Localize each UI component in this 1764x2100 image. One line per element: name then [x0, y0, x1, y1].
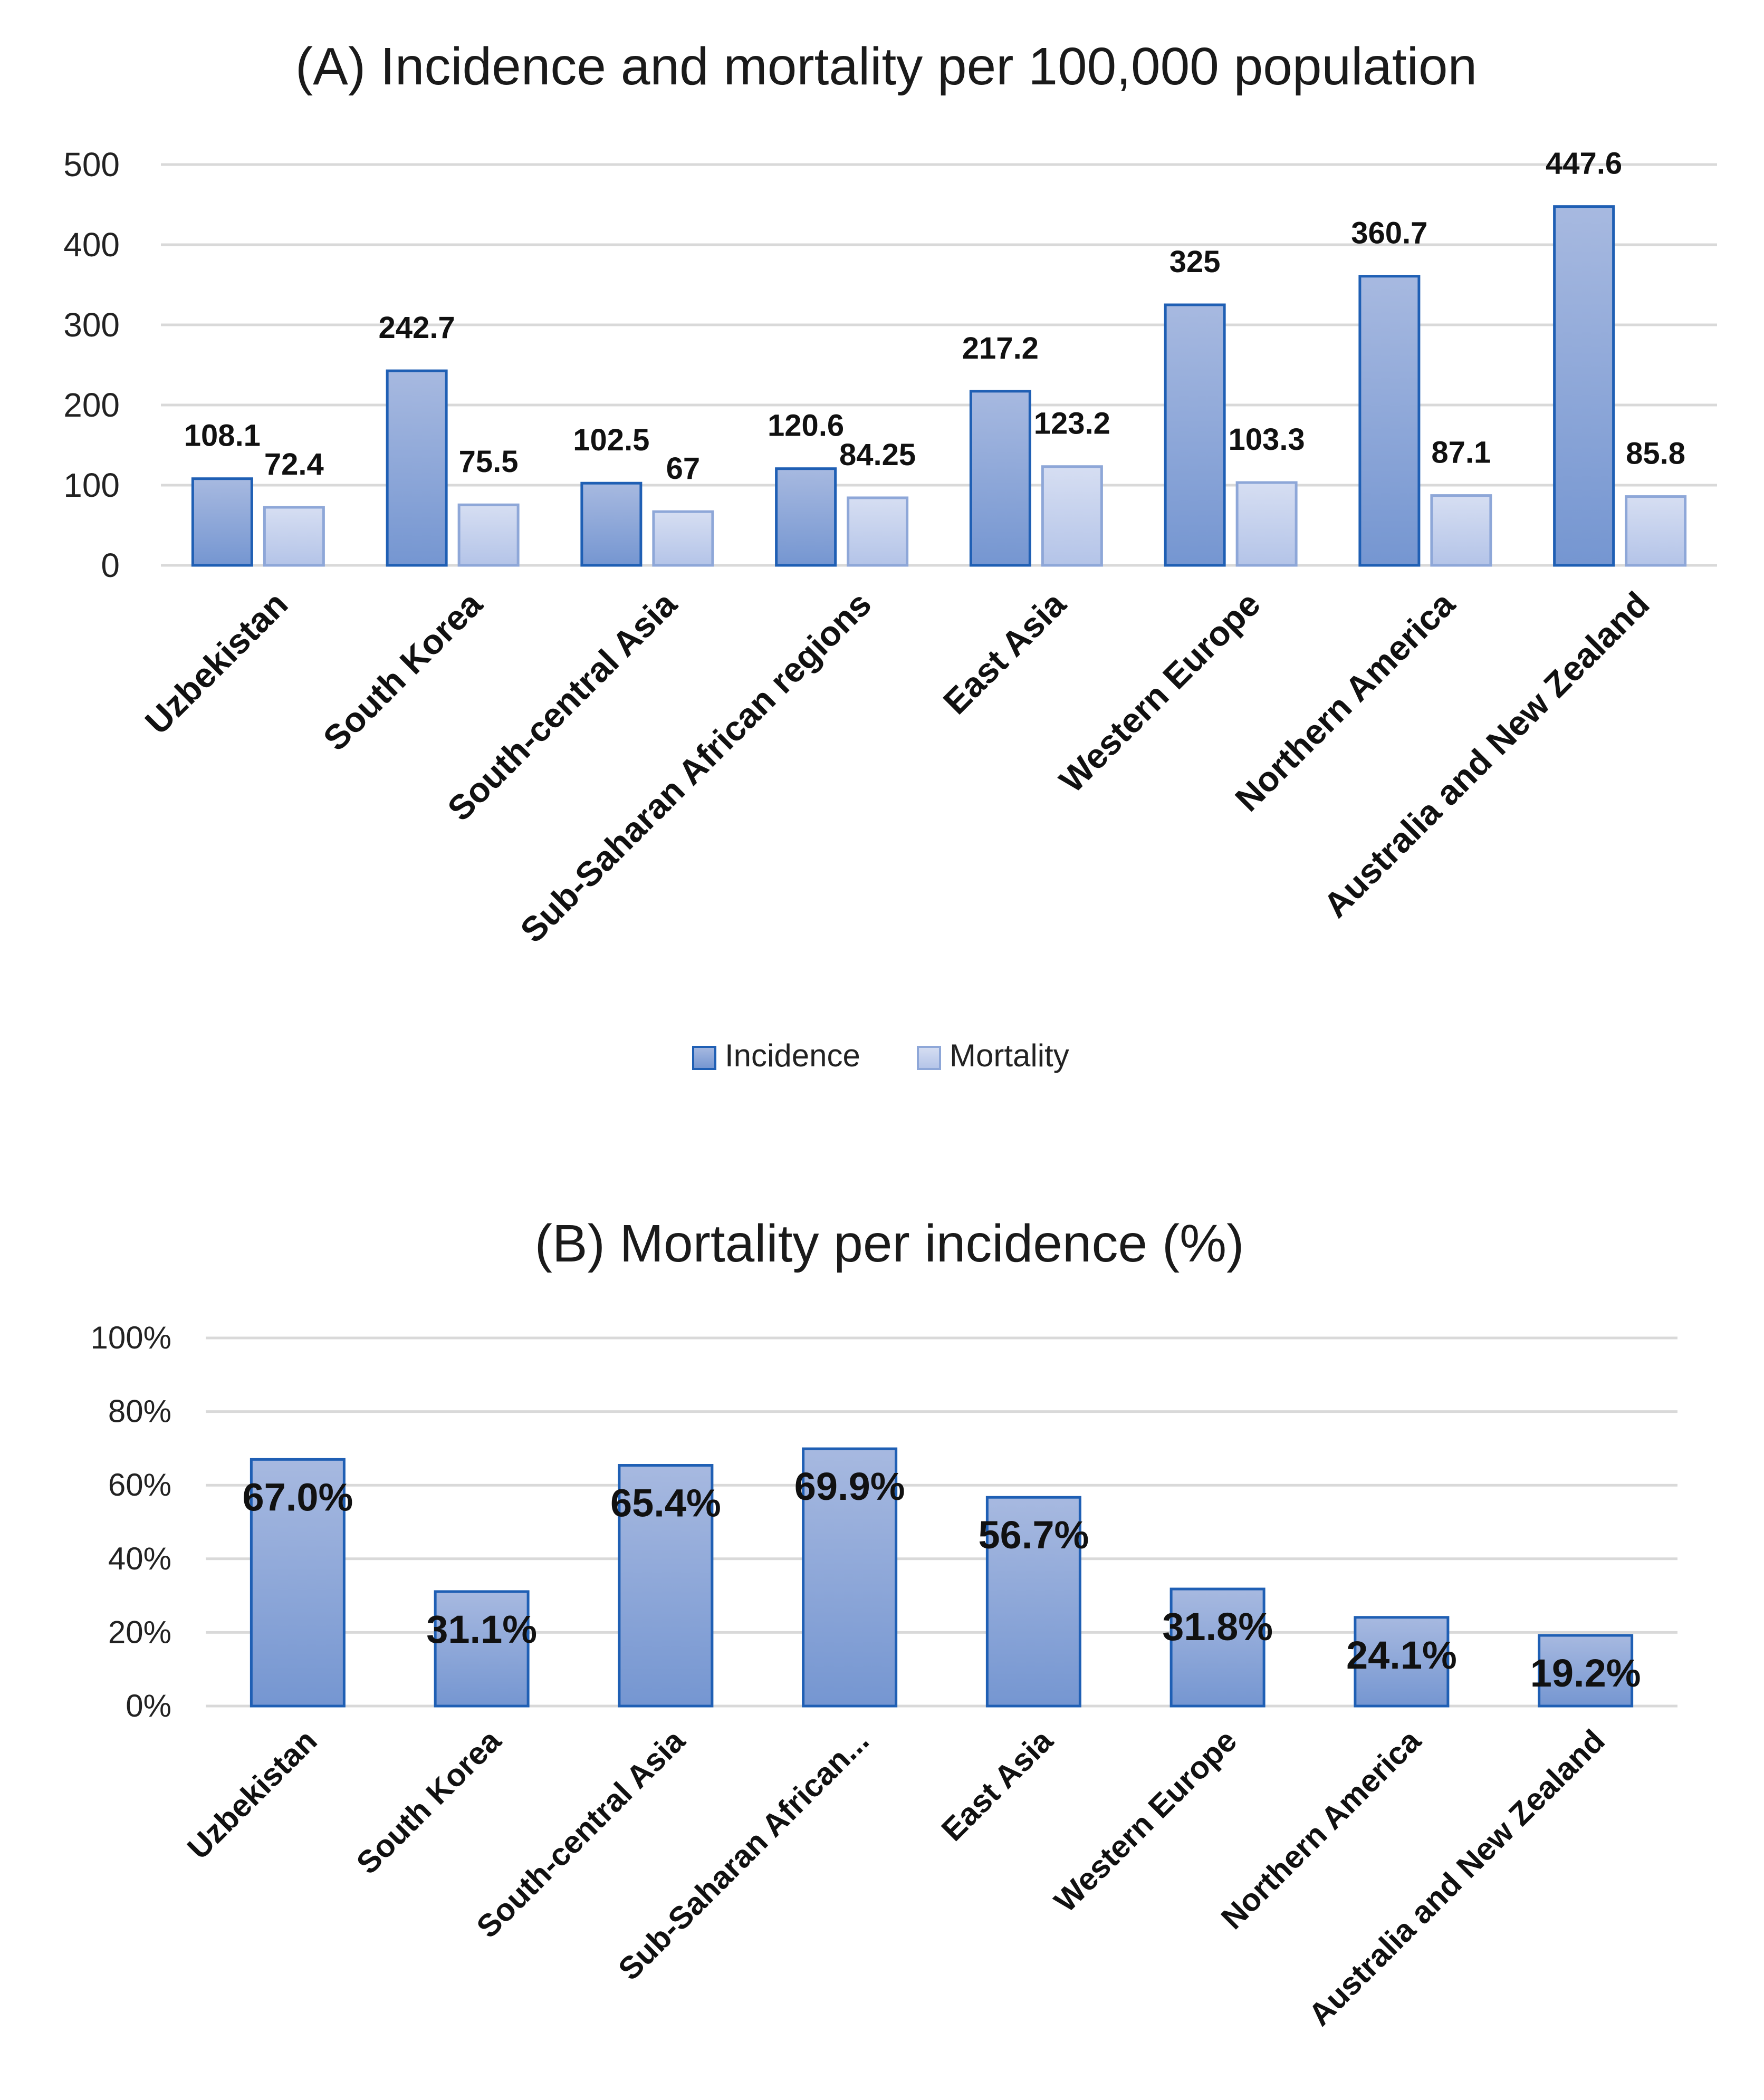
legend-swatch-incidence	[692, 1046, 716, 1070]
data-label-incidence: 325	[1169, 245, 1221, 279]
bar-mortality	[457, 503, 520, 567]
y-tick-label: 0%	[126, 1688, 171, 1723]
chart-a-data-labels: 108.172.4 242.7 75.5 102.5 67 120.684.25 217.2…	[184, 147, 1685, 486]
chart-a-y-axis: 0 100 200 300 400 500	[63, 146, 120, 584]
data-label-incidence: 242.7	[379, 311, 455, 345]
bar-mortality	[263, 506, 325, 567]
bar-mortality-per-incidence	[985, 1496, 1081, 1708]
data-label-mortality: 87.1	[1431, 436, 1491, 470]
data-label: 31.1%	[426, 1607, 537, 1651]
category-label: Northern America	[1214, 1722, 1428, 1936]
y-tick-label: 300	[63, 306, 120, 344]
bar-mortality-per-incidence	[434, 1590, 530, 1708]
y-tick-label: 100%	[91, 1320, 171, 1355]
bar-mortality-per-incidence	[802, 1447, 898, 1708]
category-label: South-central Asia	[469, 1722, 692, 1944]
y-tick-label: 500	[63, 146, 120, 184]
category-label: Western Europe	[1047, 1723, 1243, 1919]
data-label-incidence: 102.5	[573, 423, 649, 457]
y-tick-label: 0	[101, 546, 120, 584]
bar-mortality	[1430, 494, 1492, 567]
y-tick-label: 40%	[108, 1541, 171, 1576]
bar-mortality-per-incidence	[250, 1458, 346, 1708]
legend-label-mortality: Mortality	[950, 1038, 1069, 1073]
legend-label-incidence: Incidence	[725, 1038, 860, 1073]
bar-mortality	[652, 510, 714, 567]
data-label-mortality: 85.8	[1626, 437, 1685, 471]
bar-incidence	[969, 390, 1031, 567]
chart-b-y-axis: 0% 20% 40% 60% 80% 100%	[91, 1320, 171, 1723]
data-label-mortality: 103.3	[1229, 422, 1305, 457]
data-label: 56.7%	[978, 1513, 1089, 1557]
category-label: Sub-Saharan African regions	[513, 584, 879, 950]
data-label-mortality: 67	[666, 451, 701, 486]
data-label: 65.4%	[610, 1481, 721, 1525]
bar-incidence	[580, 481, 643, 567]
category-label: Northern America	[1228, 584, 1463, 819]
category-label: East Asia	[936, 584, 1074, 722]
bar-incidence	[386, 369, 448, 567]
category-label: South Korea	[350, 1722, 508, 1881]
y-tick-label: 100	[63, 466, 120, 504]
data-label-incidence: 447.6	[1546, 147, 1622, 181]
chart-a: (A) Incidence and mortality per 100,000 …	[63, 37, 1717, 1073]
bar-incidence	[1358, 275, 1421, 567]
chart-a-title: (A) Incidence and mortality per 100,000 …	[295, 37, 1477, 96]
bar-mortality	[1625, 495, 1687, 567]
category-label: East Asia	[935, 1722, 1060, 1847]
bar-mortality	[1235, 481, 1298, 567]
chart-b-title: (B) Mortality per incidence (%)	[535, 1214, 1244, 1273]
y-tick-label: 60%	[108, 1467, 171, 1502]
category-label: Uzbekistan	[180, 1723, 323, 1866]
data-label: 24.1%	[1346, 1633, 1457, 1677]
legend-swatch-mortality	[917, 1046, 941, 1070]
chart-a-bars	[191, 205, 1687, 567]
data-label-incidence: 360.7	[1351, 216, 1427, 251]
category-label: Western Europe	[1052, 584, 1268, 800]
category-label: Australia and New Zealand	[1316, 584, 1656, 925]
data-label-mortality: 75.5	[459, 445, 519, 479]
bar-mortality-per-incidence	[1169, 1587, 1266, 1708]
chart-a-legend: Incidence Mortality	[692, 1038, 1069, 1073]
data-label: 31.8%	[1162, 1605, 1273, 1649]
chart-b-bars	[250, 1447, 1634, 1708]
bar-incidence	[1553, 205, 1615, 567]
chart-b-data-labels: 67.0% 31.1% 65.4% 69.9% 56.7% 31.8% 24.1% 19.2%	[242, 1465, 1641, 1695]
data-label-mortality: 72.4	[264, 447, 324, 481]
data-label: 19.2%	[1530, 1651, 1641, 1695]
data-label-mortality: 84.25	[839, 438, 916, 472]
bar-mortality-per-incidence	[1354, 1616, 1450, 1708]
y-tick-label: 200	[63, 386, 120, 424]
bar-incidence	[775, 467, 837, 567]
bar-incidence	[1164, 303, 1226, 567]
bar-mortality-per-incidence	[618, 1464, 714, 1708]
data-label-incidence: 108.1	[184, 419, 261, 453]
data-label: 69.9%	[794, 1465, 905, 1508]
data-label-mortality: 123.2	[1034, 407, 1110, 441]
data-label: 67.0%	[242, 1475, 353, 1519]
bar-mortality-per-incidence	[1538, 1634, 1634, 1708]
bar-mortality	[1041, 465, 1103, 567]
y-tick-label: 20%	[108, 1614, 171, 1650]
category-label: Australia and New Zealand	[1302, 1723, 1612, 2032]
y-tick-label: 80%	[108, 1394, 171, 1429]
data-label-incidence: 217.2	[962, 331, 1039, 365]
category-label: Uzbekistan	[138, 584, 295, 742]
y-tick-label: 400	[63, 226, 120, 264]
category-label: South Korea	[315, 584, 490, 758]
bar-mortality	[847, 496, 909, 567]
chart-b: (B) Mortality per incidence (%) 0% 20% 40%…	[91, 1214, 1677, 2032]
data-label-incidence: 120.6	[768, 409, 844, 443]
bar-incidence	[191, 477, 253, 567]
